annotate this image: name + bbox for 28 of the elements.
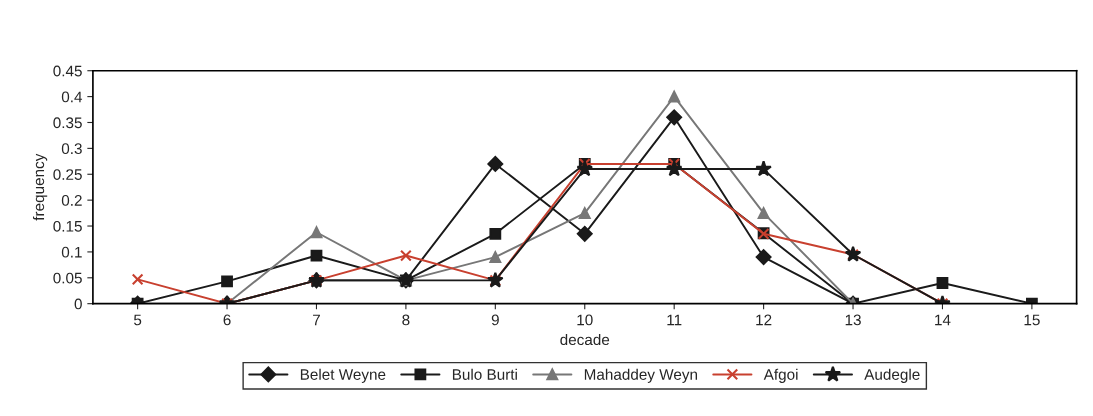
- legend-label: Audegle: [864, 368, 920, 383]
- y-tick-label: 0.35: [53, 117, 82, 129]
- x-tick-label: 11: [667, 314, 682, 326]
- x-tick-label: 13: [845, 314, 861, 326]
- legend-label: Belet Weyne: [300, 368, 386, 383]
- x-tick-label: 10: [577, 314, 593, 326]
- y-tick-label: 0.1: [61, 246, 82, 258]
- y-tick-label: 0.2: [61, 195, 82, 206]
- y-axis-title: frequency: [32, 153, 48, 221]
- x-tick-label: 6: [223, 314, 231, 326]
- y-tick-label: 0.45: [53, 65, 82, 77]
- y-tick-label: 0.4: [61, 91, 83, 103]
- x-axis-title: decade: [560, 333, 610, 346]
- y-tick-label: 0.25: [53, 169, 82, 180]
- x-tick-label: 15: [1024, 314, 1040, 326]
- legend-label: Bulo Burti: [452, 368, 517, 380]
- y-tick-label: 0.05: [53, 272, 82, 284]
- y-tick-label: 0: [74, 298, 82, 310]
- x-tick-label: 12: [756, 314, 772, 326]
- x-tick-label: 8: [402, 314, 410, 326]
- legend-label: Afgoi: [763, 368, 798, 383]
- x-tick-label: 9: [491, 314, 499, 326]
- x-tick-label: 14: [935, 314, 951, 326]
- x-tick-label: 7: [313, 314, 320, 326]
- x-tick-label: 5: [133, 314, 142, 326]
- y-tick-label: 0.15: [53, 220, 82, 232]
- legend-label: Mahaddey Weyn: [584, 368, 698, 383]
- y-tick-label: 0.3: [61, 143, 82, 155]
